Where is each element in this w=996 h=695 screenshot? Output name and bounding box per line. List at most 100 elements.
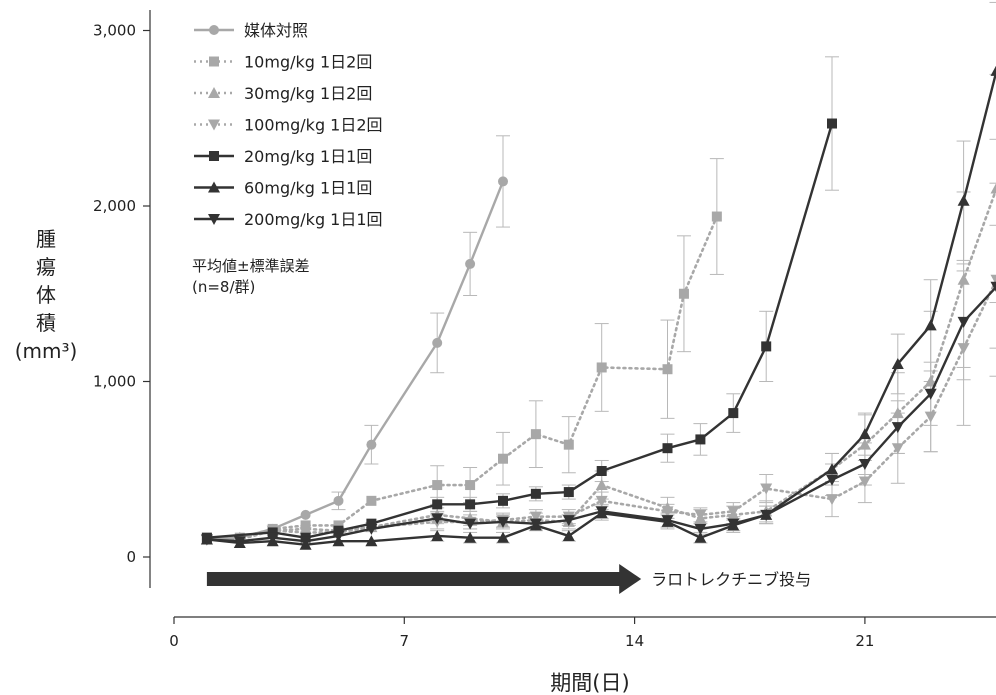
series-line-2 — [205, 215, 719, 539]
legend-marker — [209, 56, 219, 67]
data-point — [661, 515, 674, 527]
data-point — [957, 194, 970, 206]
data-point — [299, 536, 312, 548]
data-point — [200, 534, 213, 546]
data-point — [891, 422, 904, 434]
errorbar-layer — [331, 1, 996, 544]
data-point — [662, 364, 673, 375]
legend-label: 30mg/kg 1日2回 — [244, 84, 372, 103]
data-point — [727, 506, 740, 518]
data-point — [432, 480, 443, 491]
data-point — [530, 429, 541, 440]
data-point — [432, 337, 443, 348]
data-point — [562, 515, 575, 527]
data-point — [727, 518, 740, 530]
data-point — [662, 443, 673, 454]
data-point — [595, 495, 608, 507]
y-tick-label: 0 — [126, 548, 136, 566]
data-point — [563, 487, 574, 498]
data-point — [464, 531, 477, 543]
data-point — [366, 439, 377, 450]
stats-note-line: 平均値±標準誤差 — [192, 257, 310, 275]
stats-note-line: (n=8/群) — [192, 278, 255, 296]
legend: 媒体対照 10mg/kg 1日2回 30mg/kg 1日2回 100mg/kg 1日2… — [194, 21, 383, 229]
data-point — [858, 458, 871, 470]
data-point — [990, 65, 996, 76]
data-point — [695, 434, 706, 445]
legend-marker — [208, 214, 220, 225]
treatment-arrow-shape — [206, 564, 642, 594]
treatment-label: ラロトレクチニブ投与 — [651, 570, 811, 589]
axes-layer: 0 1,000 2,000 3,000 0 7 14 21 — [93, 10, 996, 650]
data-point — [595, 506, 608, 518]
data-point — [465, 258, 476, 269]
data-point — [761, 341, 772, 352]
data-point — [661, 506, 674, 518]
data-point — [826, 463, 838, 475]
data-point — [858, 438, 871, 450]
data-point — [827, 118, 837, 129]
data-point — [891, 357, 904, 369]
data-point — [497, 531, 509, 543]
x-tick-label: 21 — [855, 632, 874, 650]
data-point — [266, 532, 279, 544]
data-point — [826, 474, 838, 486]
y-axis-title-line: 腫 — [36, 227, 56, 251]
data-point — [267, 527, 278, 538]
data-point — [498, 495, 508, 506]
data-point — [365, 535, 378, 547]
treatment-arrow: ラロトレクチニブ投与 — [206, 564, 811, 594]
data-point — [760, 509, 773, 521]
y-axis-title-line: 積 — [36, 311, 56, 335]
data-point — [465, 499, 476, 510]
legend-marker — [209, 151, 219, 161]
legend-label: 10mg/kg 1日2回 — [244, 53, 372, 72]
data-point — [497, 516, 509, 528]
y-axis-title-line: (mm³) — [15, 339, 78, 363]
legend-marker — [209, 25, 219, 35]
data-point — [233, 536, 246, 548]
data-point — [694, 509, 707, 521]
data-point — [529, 518, 542, 530]
data-point — [858, 476, 871, 488]
data-point — [365, 523, 378, 535]
data-point — [431, 529, 444, 541]
data-point — [366, 518, 377, 529]
data-point — [529, 511, 542, 523]
legend-marker — [208, 87, 220, 98]
data-point — [530, 488, 541, 499]
data-point — [694, 531, 707, 543]
data-point — [465, 480, 476, 491]
data-point — [826, 494, 838, 506]
data-point — [957, 343, 970, 355]
legend-marker — [208, 119, 220, 131]
y-tick-label: 3,000 — [93, 22, 136, 40]
series-line-3 — [205, 187, 996, 541]
data-point — [300, 509, 311, 520]
data-point — [957, 273, 970, 285]
y-axis-title-line: 体 — [36, 283, 56, 307]
data-point — [990, 183, 996, 194]
data-point — [858, 428, 871, 440]
legend-label: 60mg/kg 1日1回 — [244, 179, 372, 198]
data-point — [596, 362, 607, 373]
x-axis-title: 期間(日) — [550, 671, 629, 695]
data-point — [333, 525, 344, 536]
data-point — [366, 495, 377, 506]
data-point — [432, 499, 443, 510]
data-point — [891, 443, 904, 455]
data-point — [924, 411, 937, 423]
data-point — [711, 211, 722, 222]
data-point — [760, 483, 773, 495]
y-tick-label: 1,000 — [93, 373, 136, 391]
legend-label: 200mg/kg 1日1回 — [244, 210, 383, 229]
legend-label: 20mg/kg 1日1回 — [244, 147, 372, 166]
data-point — [924, 388, 937, 400]
legend-label: 100mg/kg 1日2回 — [244, 116, 383, 135]
data-point — [957, 316, 970, 328]
data-point — [990, 281, 996, 292]
series-line-4 — [205, 278, 996, 541]
legend-label: 媒体対照 — [244, 21, 308, 40]
